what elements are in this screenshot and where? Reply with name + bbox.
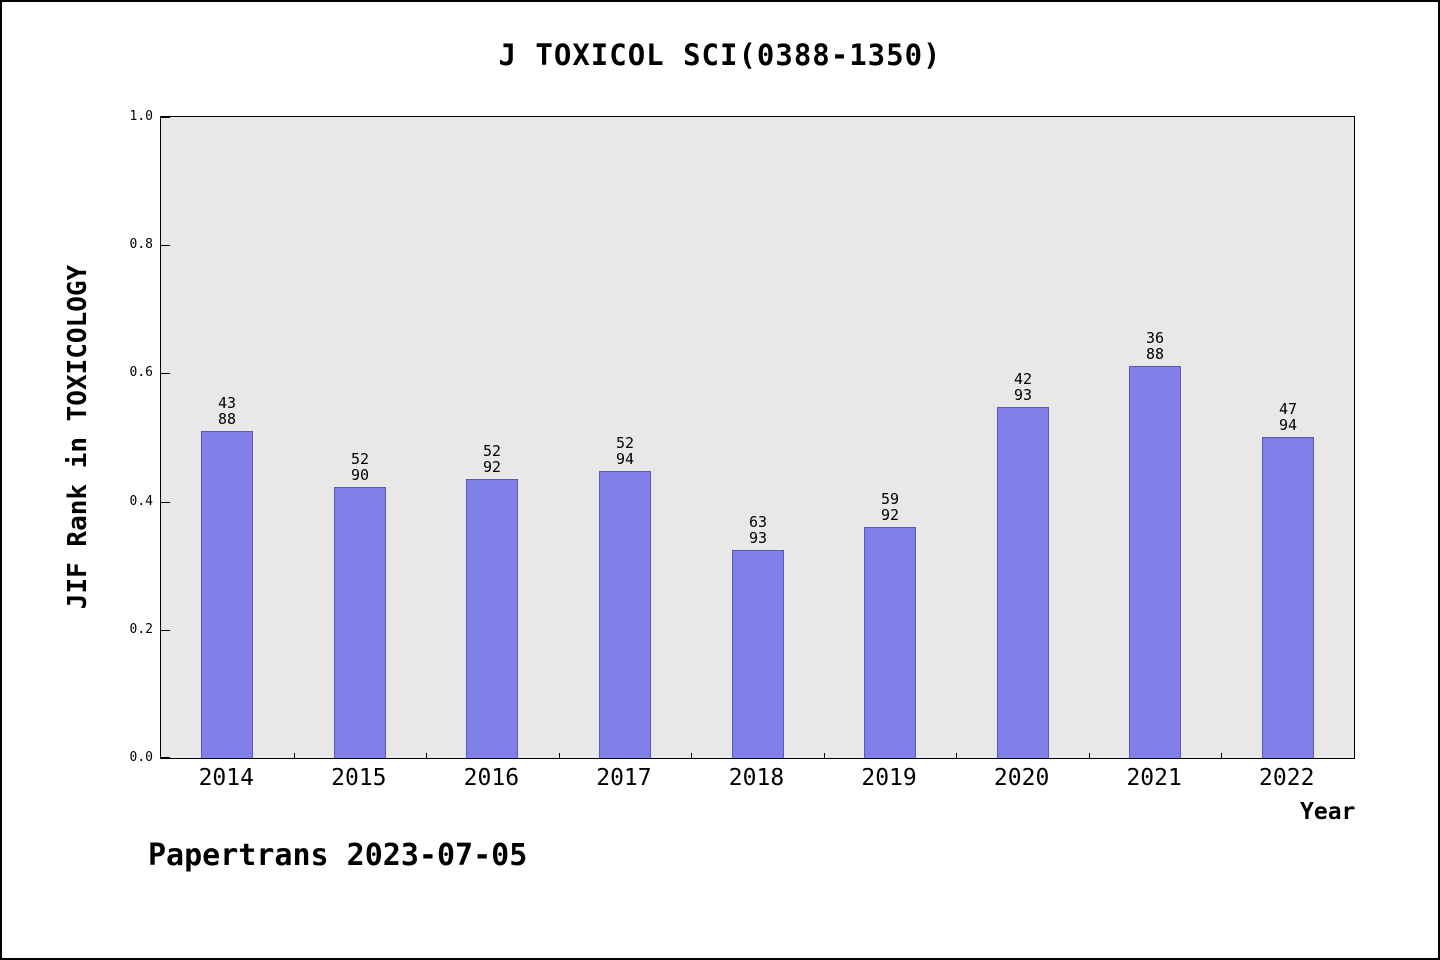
x-tick-label: 2020 (993, 765, 1050, 791)
bar-value-label: 59 92 (880, 490, 900, 524)
x-tick-label: 2021 (1126, 765, 1182, 791)
x-minor-tick-mark (1221, 753, 1222, 758)
bar (864, 527, 916, 758)
x-minor-tick-mark (1089, 753, 1090, 758)
y-tick-label: 0.8 (129, 237, 153, 253)
bar-value-label: 63 93 (748, 513, 768, 547)
x-tick-label: 2022 (1259, 765, 1315, 791)
bar (1129, 366, 1181, 758)
x-tick-label: 2018 (728, 765, 785, 791)
x-tick-label: 2017 (596, 765, 652, 791)
y-tick-mark (161, 501, 170, 503)
y-tick-mark (161, 245, 170, 247)
bar (466, 479, 518, 758)
plot-area: 43 88 52 90 52 92 52 94 63 93 59 92 42 93 36 88… (160, 116, 1355, 759)
bar (599, 471, 651, 758)
bar-value-label: 36 88 (1145, 329, 1165, 363)
bar (732, 550, 784, 758)
y-tick-label: 0.6 (129, 365, 153, 381)
x-minor-tick-mark (956, 753, 957, 758)
bar (334, 487, 386, 758)
x-minor-tick-mark (559, 753, 560, 758)
x-axis-label: Year (1300, 799, 1356, 825)
watermark-text: Papertrans 2023-07-05 (148, 838, 528, 873)
chart-title: J TOXICOL SCI(0388-1350) (498, 38, 942, 72)
x-tick-label: 2015 (331, 765, 387, 791)
x-tick-label: 2019 (861, 765, 917, 791)
y-axis-label: JIF Rank in TOXICOLOGY (63, 264, 93, 610)
bar-value-label: 47 94 (1278, 400, 1298, 434)
x-minor-tick-mark (426, 753, 427, 758)
x-minor-tick-mark (691, 753, 692, 758)
x-tick-label: 2016 (463, 765, 520, 791)
y-tick-label: 0.2 (129, 621, 153, 637)
y-tick-label: 0.0 (129, 750, 153, 765)
x-minor-tick-mark (294, 753, 295, 758)
y-tick-mark (161, 629, 170, 631)
bar-value-label: 52 92 (482, 442, 502, 476)
bar (201, 431, 253, 758)
y-tick-label: 1.0 (129, 109, 153, 124)
bar-value-label: 42 93 (1013, 370, 1033, 404)
bar-value-label: 43 88 (217, 394, 237, 428)
x-minor-tick-mark (824, 753, 825, 758)
y-tick-mark (161, 757, 170, 758)
bar (997, 407, 1049, 758)
bar-value-label: 52 90 (350, 450, 370, 484)
bar (1262, 437, 1314, 758)
x-tick-label: 2014 (198, 765, 254, 791)
y-tick-mark (161, 117, 170, 118)
y-tick-mark (161, 373, 170, 375)
bar-value-label: 52 94 (615, 434, 635, 468)
y-tick-label: 0.4 (129, 493, 153, 509)
